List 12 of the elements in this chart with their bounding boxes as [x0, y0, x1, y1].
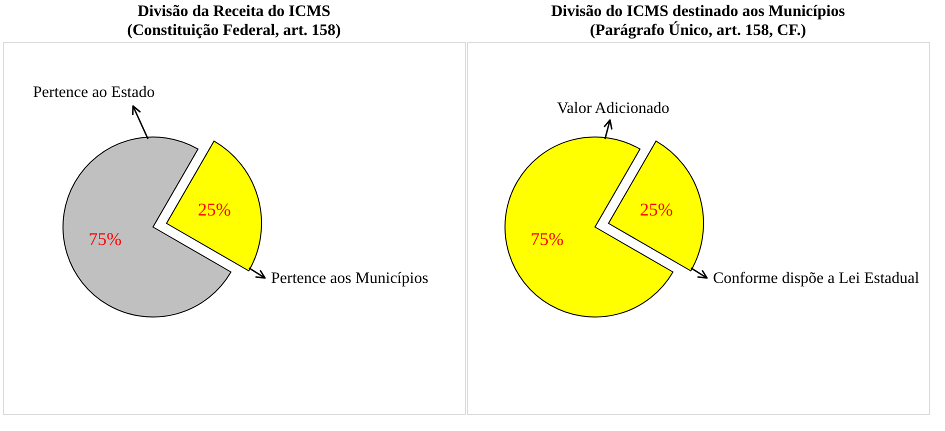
data-label: 75%: [88, 228, 122, 249]
data-label: 75%: [530, 228, 564, 249]
chart-subtitle: (Parágrafo Único, art. 158, CF.): [590, 21, 806, 39]
chart-title: Divisão do ICMS destinado aos Municípios: [551, 3, 845, 20]
slice-label: Pertence aos Municípios: [271, 270, 428, 287]
slice-label: Valor Adicionado: [557, 100, 670, 117]
data-label: 25%: [640, 200, 673, 220]
chart-subtitle: (Constituição Federal, art. 158): [127, 22, 341, 39]
chart-title: Divisão da Receita do ICMS: [138, 3, 331, 20]
slice-label: Conforme dispõe a Lei Estadual: [713, 270, 920, 287]
slice-label: Pertence ao Estado: [33, 84, 155, 101]
data-label: 25%: [198, 200, 231, 220]
